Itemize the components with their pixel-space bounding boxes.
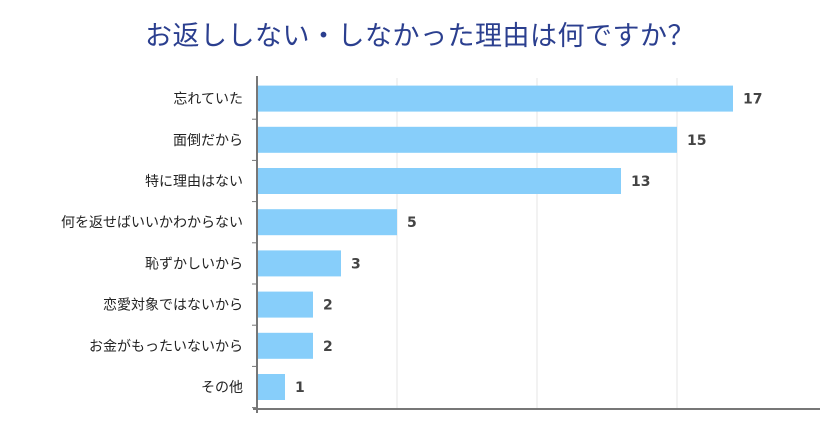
category-label: 何を返せばいいかわからない xyxy=(61,215,243,231)
value-label: 2 xyxy=(323,339,333,355)
bar xyxy=(257,291,313,318)
bar xyxy=(257,168,621,194)
category-label: お金がもったいないから xyxy=(89,339,243,355)
category-label: 恋愛対象ではないから xyxy=(103,297,243,314)
value-label: 13 xyxy=(631,174,650,190)
bar xyxy=(257,209,397,236)
value-label: 17 xyxy=(743,92,762,108)
value-label: 5 xyxy=(407,215,417,231)
bar xyxy=(257,250,341,277)
category-label: 面倒だから xyxy=(173,133,243,149)
category-label: 忘れていた xyxy=(173,92,243,108)
bar xyxy=(257,85,733,112)
category-label: 恥ずかしいから xyxy=(145,256,243,272)
value-label: 15 xyxy=(687,133,706,149)
category-label: その他 xyxy=(201,380,243,396)
bar xyxy=(257,374,285,400)
value-label: 1 xyxy=(295,380,305,396)
chart-title: お返ししない・しなかった理由は何ですか？ xyxy=(145,21,695,52)
value-label: 3 xyxy=(351,256,361,272)
bar xyxy=(257,332,313,359)
value-label: 2 xyxy=(323,298,333,314)
bar xyxy=(257,126,677,153)
category-label: 特に理由はない xyxy=(145,174,243,190)
